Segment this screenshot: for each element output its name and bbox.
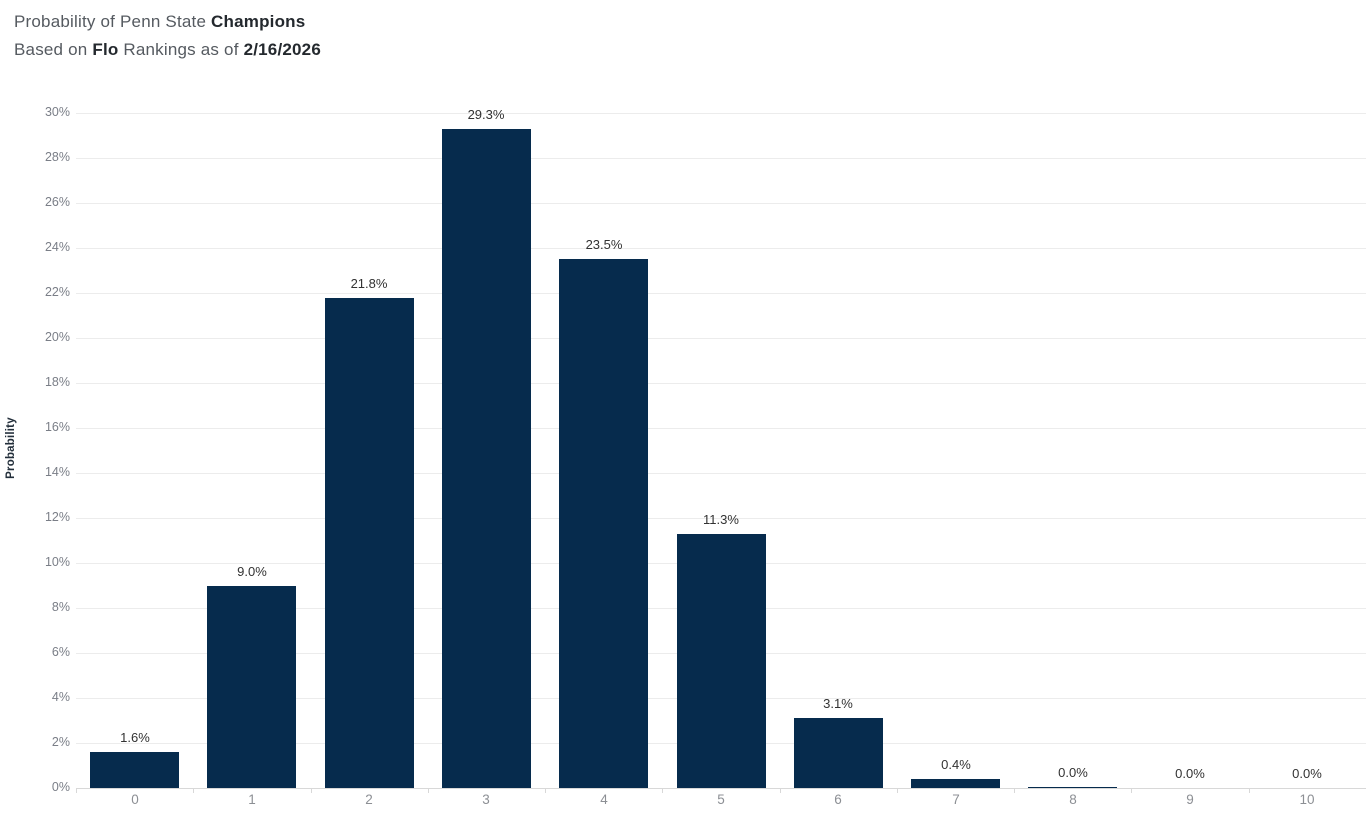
bar-value-label: 9.0% <box>237 563 267 579</box>
x-axis-line <box>76 788 1366 789</box>
y-tick-label: 16% <box>44 420 70 434</box>
title-line1-bold: Champions <box>211 12 306 31</box>
x-tick-label: 5 <box>717 792 725 807</box>
x-tick-label: 3 <box>482 792 490 807</box>
bar[interactable] <box>794 718 883 788</box>
x-tick-label: 8 <box>1069 792 1077 807</box>
bar-value-label: 23.5% <box>585 237 623 253</box>
y-tick-label: 26% <box>44 195 70 209</box>
bar[interactable] <box>325 297 414 788</box>
gridline <box>76 157 1366 159</box>
x-tick-label: 1 <box>248 792 256 807</box>
gridline <box>76 292 1366 294</box>
x-tick-label: 6 <box>834 792 842 807</box>
x-axis-tick <box>311 788 312 793</box>
y-tick-label: 0% <box>51 780 70 794</box>
gridline <box>76 517 1366 519</box>
gridline <box>76 112 1366 114</box>
y-tick-label: 6% <box>51 645 70 659</box>
y-tick-label: 24% <box>44 240 70 254</box>
x-tick-label: 9 <box>1186 792 1194 807</box>
y-tick-label: 8% <box>51 600 70 614</box>
y-tick-label: 30% <box>44 105 70 119</box>
chart-title-line1: Probability of Penn State Champions <box>14 8 321 36</box>
y-tick-label: 18% <box>44 375 70 389</box>
x-axis-tick <box>428 788 429 793</box>
x-axis-tick <box>1014 788 1015 793</box>
title-line2-bold-date: 2/16/2026 <box>243 40 321 59</box>
bar[interactable] <box>677 533 766 788</box>
y-tick-label: 20% <box>44 330 70 344</box>
bar-value-label: 0.0% <box>1175 766 1205 781</box>
bar-value-label: 29.3% <box>467 106 505 122</box>
bar-value-label: 0.0% <box>1058 764 1088 780</box>
x-tick-label: 2 <box>365 792 373 807</box>
y-tick-label: 12% <box>44 510 70 524</box>
chart-title-block: Probability of Penn State Champions Base… <box>14 8 321 64</box>
x-tick-label: 0 <box>131 792 139 807</box>
y-tick-label: 2% <box>51 735 70 749</box>
gridline <box>76 247 1366 249</box>
bar[interactable] <box>207 585 296 788</box>
x-tick-label: 7 <box>952 792 960 807</box>
bar[interactable] <box>442 128 531 788</box>
title-line2-middle: Rankings as of <box>118 40 244 59</box>
bar-value-label: 0.4% <box>941 757 971 772</box>
x-axis-tick <box>1249 788 1250 793</box>
title-line2-bold-flo: Flo <box>92 40 119 59</box>
gridline <box>76 427 1366 429</box>
x-axis-tick <box>662 788 663 793</box>
x-axis-tick <box>76 788 77 793</box>
gridline <box>76 337 1366 339</box>
bar[interactable] <box>559 259 648 788</box>
gridline <box>76 382 1366 384</box>
chart-title-line2: Based on Flo Rankings as of 2/16/2026 <box>14 36 321 64</box>
y-axis-title: Probability <box>5 417 17 479</box>
bar-value-label: 21.8% <box>350 275 388 291</box>
y-tick-label: 4% <box>51 690 70 704</box>
y-tick-label: 14% <box>44 465 70 479</box>
y-tick-label: 22% <box>44 285 70 299</box>
bar-value-label: 3.1% <box>823 696 853 712</box>
bar-value-label: 0.0% <box>1292 766 1322 781</box>
bar[interactable] <box>911 779 1000 788</box>
bar-value-label: 1.6% <box>120 730 150 745</box>
title-line2-prefix: Based on <box>14 40 93 59</box>
x-tick-label: 10 <box>1299 792 1315 807</box>
x-axis-tick <box>193 788 194 793</box>
y-tick-label: 28% <box>44 150 70 164</box>
bar[interactable] <box>90 752 179 788</box>
gridline <box>76 202 1366 204</box>
x-axis-tick <box>1131 788 1132 793</box>
x-axis-tick <box>897 788 898 793</box>
bar-value-label: 11.3% <box>703 511 739 527</box>
y-tick-label: 10% <box>44 555 70 569</box>
bar[interactable] <box>1028 786 1117 788</box>
x-axis-tick <box>545 788 546 793</box>
x-axis-tick <box>780 788 781 793</box>
x-tick-label: 4 <box>600 792 608 807</box>
gridline <box>76 472 1366 474</box>
title-line1-prefix: Probability of Penn State <box>14 12 212 31</box>
